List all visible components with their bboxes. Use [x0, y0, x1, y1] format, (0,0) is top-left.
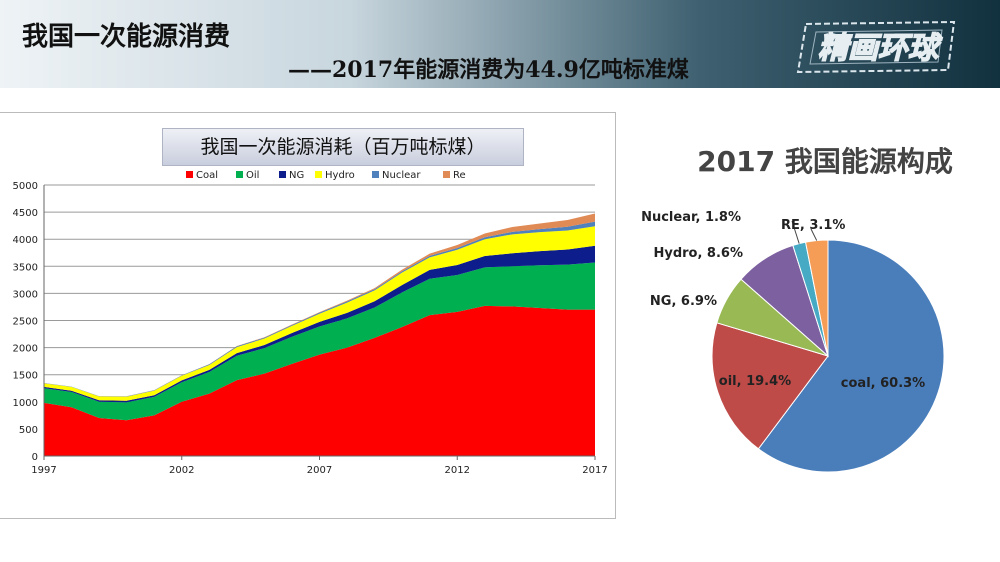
series-area-ng	[44, 245, 595, 403]
leader-line-re	[810, 228, 818, 241]
series-area-oil	[44, 262, 595, 421]
pie-label-coal: coal, 60.3%	[841, 376, 925, 391]
legend-label-oil: Oil	[246, 170, 259, 181]
page-title: 我国一次能源消费	[22, 22, 231, 52]
pie-label-hydro: Hydro, 8.6%	[653, 246, 743, 261]
pie-label-re: RE, 3.1%	[781, 218, 845, 233]
legend-label-nuclear: Nuclear	[382, 170, 421, 181]
area-chart-title-box: 我国一次能源消耗（百万吨标煤）	[162, 128, 524, 166]
pie-label-oil: oil, 19.4%	[719, 374, 791, 389]
y-tick-label: 500	[19, 425, 38, 436]
legend-label-ng: NG	[289, 170, 304, 181]
leader-line-nuclear	[791, 220, 800, 244]
pie-label-ng: NG, 6.9%	[650, 294, 717, 309]
legend-swatch-oil	[236, 171, 243, 178]
legend-label-re: Re	[453, 170, 466, 181]
page-subtitle: ——2017年能源消费为44.9亿吨标准煤	[288, 57, 689, 83]
pie-label-nuclear: Nuclear, 1.8%	[641, 210, 741, 225]
header-banner: 我国一次能源消费 ——2017年能源消费为44.9亿吨标准煤 精画环球	[0, 0, 1000, 88]
y-tick-label: 4500	[13, 208, 38, 219]
series-area-coal	[44, 305, 595, 456]
y-tick-label: 4000	[13, 235, 38, 246]
y-tick-label: 3500	[13, 262, 38, 273]
x-tick-label: 2007	[307, 465, 332, 476]
brand-logo: 精画环球	[796, 20, 956, 74]
svg-text:精画环球: 精画环球	[818, 31, 943, 66]
legend-label-hydro: Hydro	[325, 170, 355, 181]
x-tick-label: 1997	[31, 465, 56, 476]
legend-label-coal: Coal	[196, 170, 218, 181]
legend-swatch-hydro	[315, 171, 322, 178]
y-tick-label: 2000	[13, 344, 38, 355]
y-tick-label: 2500	[13, 317, 38, 328]
legend-swatch-nuclear	[372, 171, 379, 178]
series-area-hydro	[44, 226, 595, 401]
legend-swatch-re	[443, 171, 450, 178]
area-chart-title: 我国一次能源消耗（百万吨标煤）	[200, 136, 486, 158]
y-tick-label: 0	[32, 452, 38, 463]
pie-slice-oil	[711, 322, 829, 450]
y-tick-label: 1500	[13, 371, 38, 382]
pie-chart: coal, 60.3% oil, 19.4% NG, 6.9% Hydro, 8.6%…	[641, 210, 945, 473]
pie-chart-title: 2017 我国能源构成	[697, 145, 953, 178]
legend-swatch-ng	[279, 171, 286, 178]
x-tick-label: 2017	[582, 465, 607, 476]
y-tick-label: 5000	[13, 181, 38, 192]
pie-slice-coal	[757, 239, 945, 473]
x-tick-label: 2002	[169, 465, 194, 476]
y-tick-label: 1000	[13, 398, 38, 409]
y-tick-label: 3000	[13, 289, 38, 300]
area-chart: 0 500 1000 1500 2000 2500 3000 3500 4000 4500 5000…	[13, 170, 608, 476]
x-tick-label: 2012	[445, 465, 470, 476]
legend-swatch-coal	[186, 171, 193, 178]
